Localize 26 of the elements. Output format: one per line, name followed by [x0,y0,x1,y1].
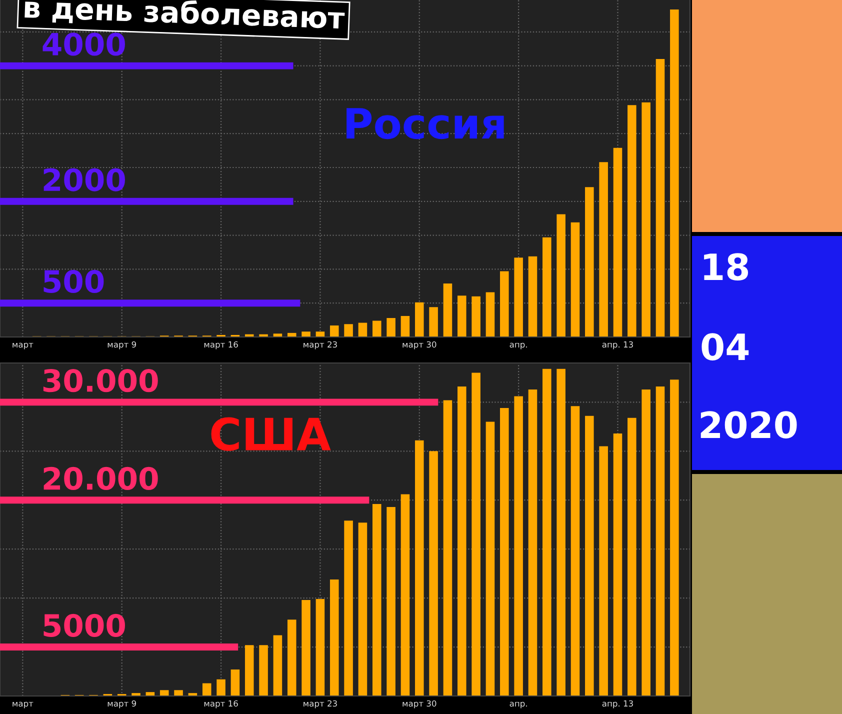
ref-line-label: 500 [44,270,104,294]
ref-line-label: 5000 [44,614,125,637]
text: 18 [704,253,748,280]
x-tick-label: март 23 [304,341,337,350]
ref-line-label: 2000 [44,168,125,192]
annotation: Россия [346,108,504,140]
x-tick-label: март [12,342,34,350]
x-tick-label: март 9 [108,341,136,350]
x-tick-label: март 23 [304,700,337,708]
x-tick-label: апр. [510,342,527,350]
ref-line-label: 4000 [42,32,125,56]
x-tick-label: март 16 [204,700,238,708]
x-tick-label: март 16 [204,341,238,350]
text: 04 [702,333,749,360]
x-tick-label: март 30 [402,700,436,708]
x-tick-label: апр. 13 [602,341,633,350]
x-tick-label: март [12,702,34,708]
x-tick-label: март 9 [108,700,136,708]
x-tick-label: апр. [510,702,527,708]
ref-line-label: 20.000 [44,466,158,490]
text: 2020 [700,411,797,438]
ref-line-label: 30.000 [43,368,158,392]
x-tick-label: март 30 [402,341,436,350]
x-tick-label: апр. 13 [602,700,633,708]
annotation: США [211,417,331,451]
chart-title: в день заболевают [24,0,345,33]
